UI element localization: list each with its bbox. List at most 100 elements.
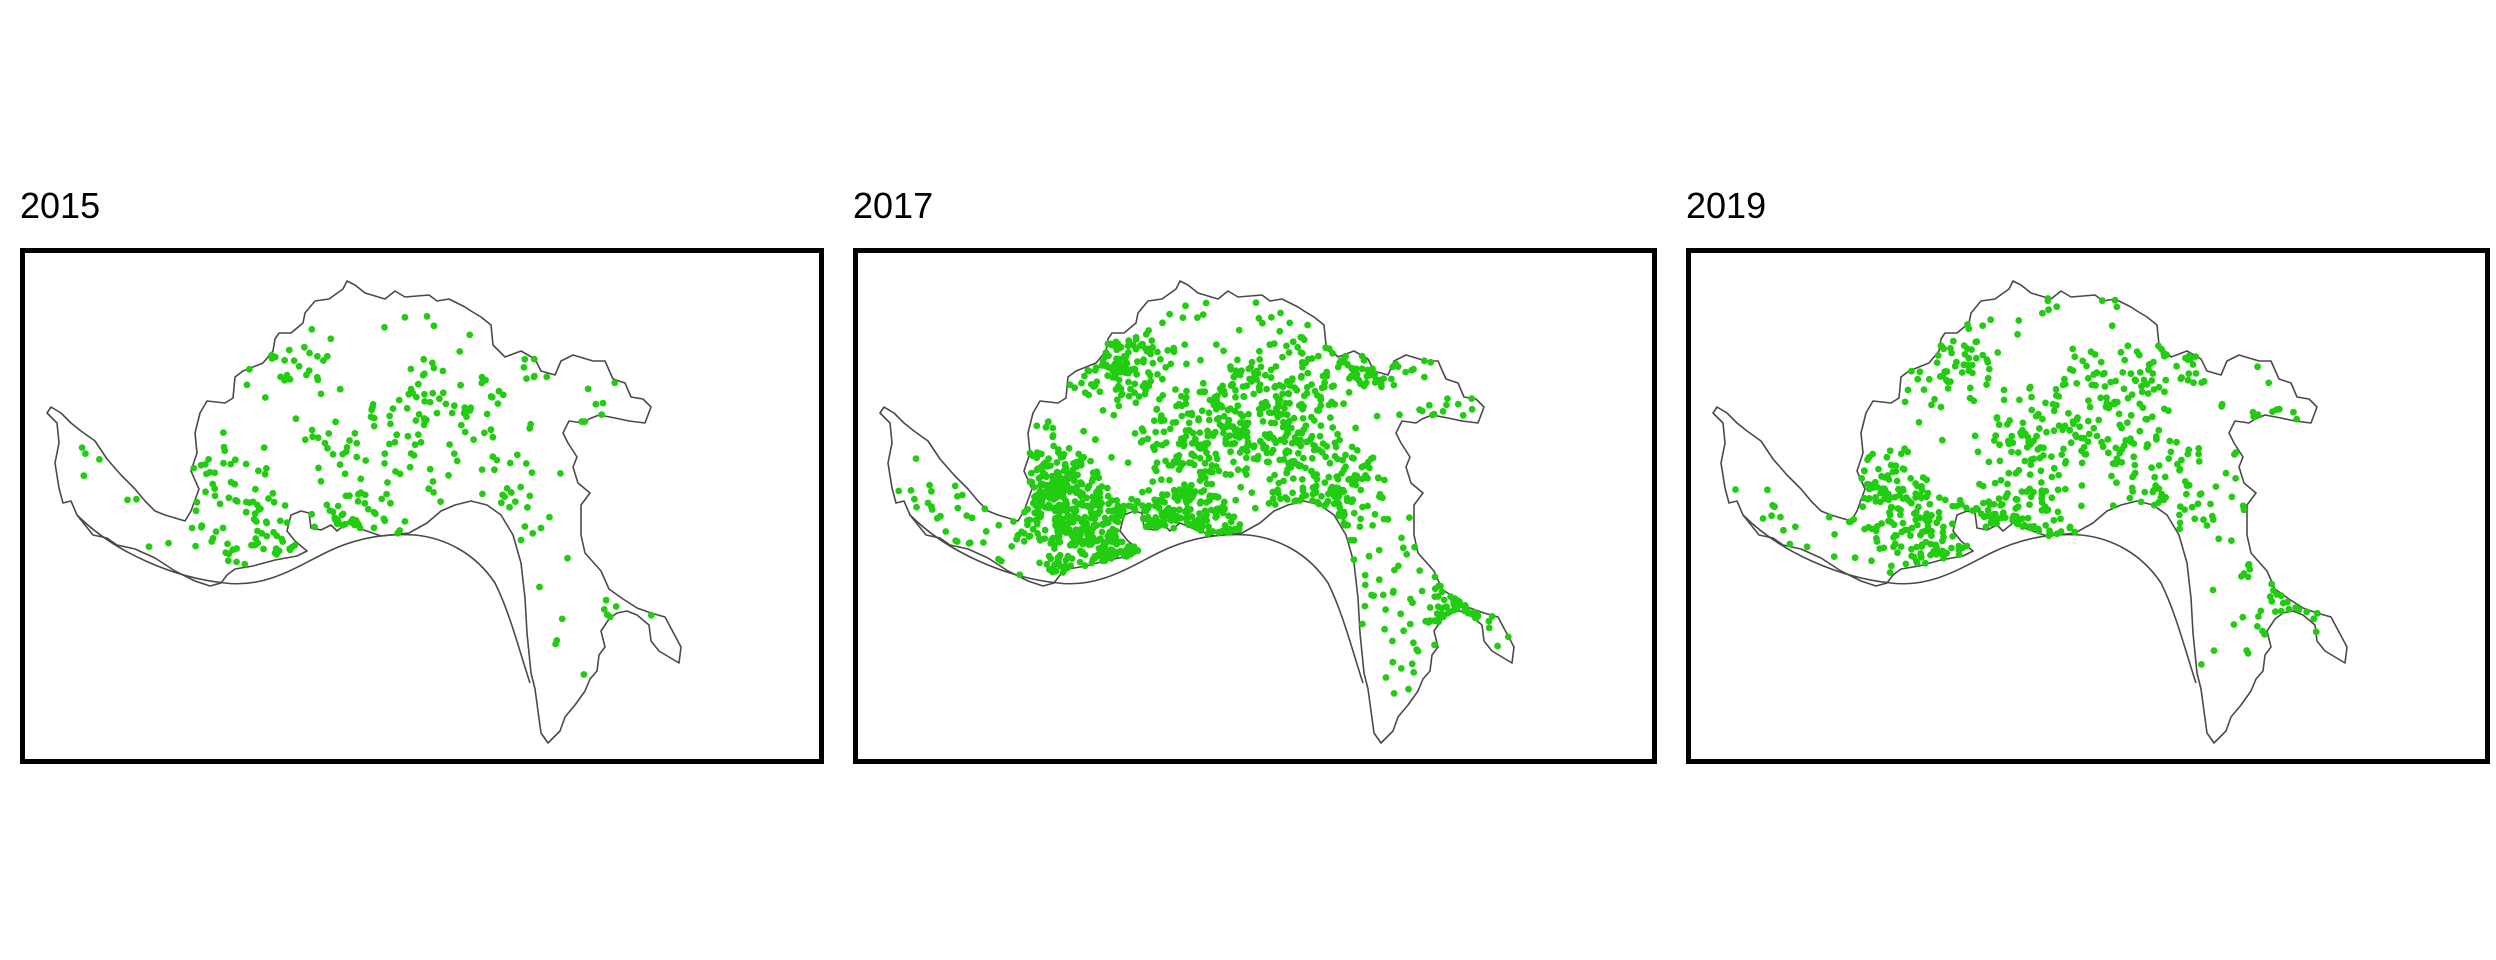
data-point <box>381 450 389 458</box>
data-point <box>2113 479 2120 487</box>
data-point <box>202 488 209 496</box>
data-point <box>1257 363 1265 371</box>
data-point <box>1183 360 1190 368</box>
data-point <box>145 543 153 551</box>
data-point <box>1111 374 1119 381</box>
data-point <box>1034 504 1042 512</box>
data-point <box>2018 432 2026 439</box>
data-point <box>1196 477 1204 484</box>
data-point <box>1062 556 1070 564</box>
data-point <box>1242 454 1250 462</box>
data-point <box>1311 484 1319 492</box>
data-point <box>1227 471 1235 478</box>
data-point <box>1463 606 1471 613</box>
data-point <box>1868 525 1876 533</box>
data-point <box>1353 365 1360 373</box>
data-point <box>1078 550 1086 557</box>
data-point <box>2167 448 2175 456</box>
data-point <box>1375 576 1383 584</box>
data-point <box>2024 514 2032 522</box>
data-point <box>1055 501 1063 509</box>
data-point <box>1092 436 1099 443</box>
data-point <box>2113 303 2121 311</box>
data-point <box>1944 378 1952 385</box>
data-point <box>1891 540 1899 548</box>
data-point <box>2024 433 2032 441</box>
data-point <box>1355 376 1363 384</box>
data-point <box>507 489 515 496</box>
data-point <box>96 456 103 463</box>
data-point <box>1078 379 1085 387</box>
data-point <box>453 457 461 465</box>
data-point <box>1334 455 1341 463</box>
panel-title: 2015 <box>20 185 101 226</box>
data-point <box>1243 471 1250 478</box>
data-point <box>2118 458 2126 466</box>
data-point <box>1227 448 1234 456</box>
data-point <box>1304 355 1312 363</box>
data-point <box>198 522 206 529</box>
data-point <box>1091 512 1099 520</box>
data-point <box>268 351 275 359</box>
data-point <box>1380 515 1388 523</box>
data-point <box>1289 338 1297 346</box>
data-point <box>370 422 378 430</box>
data-point <box>1908 545 1915 553</box>
data-point <box>1901 526 1909 534</box>
data-point <box>295 362 303 370</box>
data-point <box>2166 437 2174 445</box>
data-point <box>1928 527 1935 535</box>
data-point <box>1425 619 1433 626</box>
data-point <box>2071 528 2079 536</box>
data-point <box>1234 432 1241 440</box>
data-point <box>1935 509 1943 516</box>
data-point <box>1875 465 1882 473</box>
data-point <box>353 453 361 461</box>
data-point <box>1914 482 1921 490</box>
data-point <box>1278 410 1286 418</box>
data-point <box>1159 513 1166 520</box>
data-point <box>2178 374 2185 381</box>
data-point <box>1196 454 1204 462</box>
data-point <box>1169 419 1177 426</box>
data-point <box>1076 558 1084 566</box>
data-point <box>1128 495 1135 503</box>
data-point <box>1920 386 1928 393</box>
data-point <box>211 469 219 477</box>
data-point <box>552 640 559 648</box>
data-point <box>1202 299 1210 307</box>
data-point <box>1167 360 1175 368</box>
data-point <box>1941 496 1949 504</box>
data-point <box>1145 369 1152 376</box>
data-point <box>1172 386 1179 393</box>
data-point <box>456 348 464 355</box>
data-point <box>1239 445 1246 453</box>
data-point <box>2173 438 2180 446</box>
data-point <box>1987 519 1995 527</box>
data-point <box>1154 348 1161 356</box>
data-point <box>1194 314 1201 321</box>
data-point <box>2019 419 2027 427</box>
data-point <box>1893 477 1901 485</box>
data-point <box>308 510 316 518</box>
data-point <box>406 463 414 471</box>
data-point <box>1196 499 1204 507</box>
data-point <box>1207 467 1214 475</box>
data-point <box>426 398 434 406</box>
data-point <box>895 487 903 495</box>
data-point <box>1058 489 1065 496</box>
data-point <box>2053 303 2061 311</box>
data-point <box>80 472 88 480</box>
data-point <box>1358 365 1366 373</box>
data-point <box>329 450 337 458</box>
data-point <box>252 535 260 542</box>
data-point <box>1289 489 1296 497</box>
data-point <box>306 349 313 357</box>
data-point <box>439 389 447 397</box>
data-point <box>1958 501 1965 508</box>
data-point <box>1313 471 1321 478</box>
map-frame <box>20 248 824 764</box>
data-point <box>370 508 378 516</box>
data-point <box>2034 446 2042 453</box>
data-point <box>1431 641 1438 649</box>
